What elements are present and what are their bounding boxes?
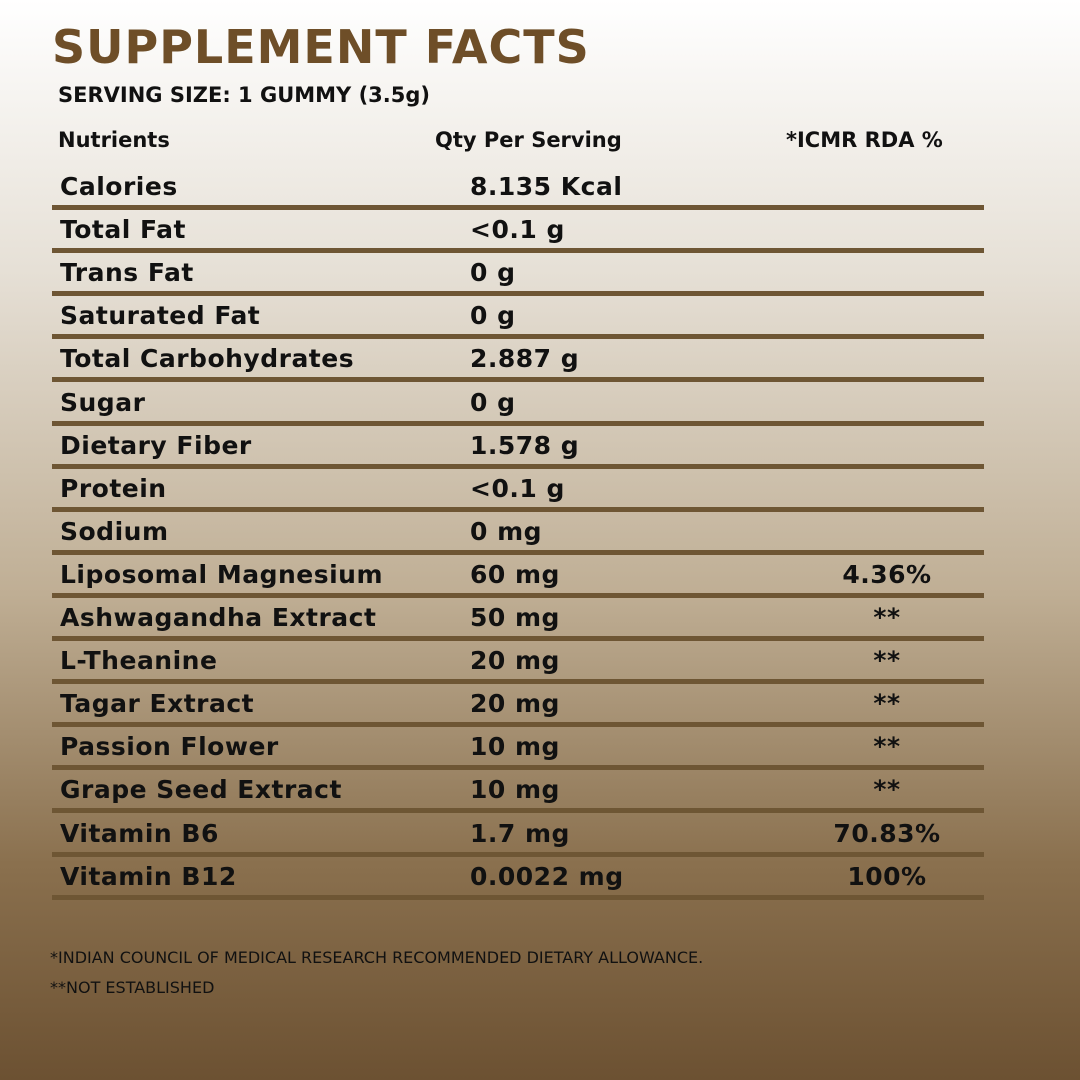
- table-row: Vitamin B12 0.0022 mg 100%: [52, 857, 984, 900]
- column-header: Qty Per Serving: [435, 128, 622, 152]
- table-cell: **: [873, 775, 901, 805]
- table-cell: 1.7 mg: [470, 818, 570, 848]
- table-row: Sugar 0 g: [52, 383, 984, 426]
- table-row: Total Carbohydrates 2.887 g: [52, 339, 984, 383]
- table-row: Total Fat <0.1 g: [52, 210, 984, 254]
- table-cell: Protein: [60, 473, 167, 503]
- table-cell: 10 mg: [470, 732, 560, 762]
- table-cell: 70.83%: [833, 818, 941, 848]
- table-row: Passion Flower 10 mg **: [52, 727, 984, 771]
- table-cell: Vitamin B6: [60, 818, 219, 848]
- table-row: L-Theanine 20 mg **: [52, 641, 984, 685]
- table-cell: 0 mg: [470, 516, 543, 546]
- table-row: Liposomal Magnesium 60 mg 4.36%: [52, 555, 984, 598]
- table-cell: <0.1 g: [470, 215, 565, 245]
- table-cell: Grape Seed Extract: [60, 775, 342, 805]
- table-row: Tagar Extract 20 mg **: [52, 684, 984, 728]
- table-cell: 10 mg: [470, 775, 560, 805]
- table-cell: 100%: [847, 861, 927, 891]
- table-cell: 0 g: [470, 387, 516, 417]
- table-cell: Vitamin B12: [60, 861, 237, 891]
- table-cell: 8.135 Kcal: [470, 172, 623, 201]
- table-cell: **: [873, 646, 901, 676]
- table-cell: Trans Fat: [60, 258, 194, 288]
- table-cell: Saturated Fat: [60, 301, 261, 331]
- table-cell: 0 g: [470, 258, 516, 288]
- table-cell: Ashwagandha Extract: [60, 603, 377, 632]
- table-cell: <0.1 g: [470, 473, 565, 503]
- table-cell: 20 mg: [470, 646, 560, 676]
- table-cell: 0 g: [470, 301, 516, 331]
- table-cell: Tagar Extract: [60, 689, 255, 719]
- table-cell: 1.578 g: [470, 430, 580, 460]
- table-cell: 20 mg: [470, 689, 560, 719]
- table-cell: 50 mg: [470, 603, 560, 632]
- table-row: Trans Fat 0 g: [52, 253, 984, 297]
- column-header: Nutrients: [58, 128, 170, 152]
- table-cell: 2.887 g: [470, 344, 580, 374]
- table-cell: Total Carbohydrates: [60, 344, 355, 374]
- table-cell: Liposomal Magnesium: [60, 559, 384, 589]
- table-row: Grape Seed Extract 10 mg **: [52, 770, 984, 814]
- table-cell: Total Fat: [60, 215, 186, 245]
- table-row: Vitamin B6 1.7 mg 70.83%: [52, 814, 984, 857]
- table-row: Ashwagandha Extract 50 mg **: [52, 598, 984, 641]
- footnote: *INDIAN COUNCIL OF MEDICAL RESEARCH RECO…: [50, 948, 704, 967]
- table-cell: **: [873, 732, 901, 762]
- serving-size: SERVING SIZE: 1 GUMMY (3.5g): [58, 83, 431, 107]
- table-row: Protein <0.1 g: [52, 469, 984, 512]
- table-cell: Passion Flower: [60, 732, 279, 762]
- table-row: Sodium 0 mg: [52, 512, 984, 555]
- footnote: **NOT ESTABLISHED: [50, 978, 215, 997]
- table-row: Dietary Fiber 1.578 g: [52, 426, 984, 469]
- table-cell: L-Theanine: [60, 646, 218, 676]
- table-cell: Dietary Fiber: [60, 430, 252, 460]
- table-row: Calories 8.135 Kcal: [52, 167, 984, 210]
- column-header: *ICMR RDA %: [786, 128, 943, 152]
- table-cell: **: [873, 603, 901, 632]
- table-cell: 60 mg: [470, 559, 560, 589]
- table-cell: 4.36%: [842, 559, 932, 589]
- table-cell: **: [873, 689, 901, 719]
- table-row: Saturated Fat 0 g: [52, 296, 984, 340]
- table-cell: Sugar: [60, 387, 146, 417]
- table-cell: 0.0022 mg: [470, 861, 624, 891]
- table-cell: Calories: [60, 172, 178, 201]
- table-cell: Sodium: [60, 516, 169, 546]
- title: SUPPLEMENT FACTS: [52, 20, 590, 74]
